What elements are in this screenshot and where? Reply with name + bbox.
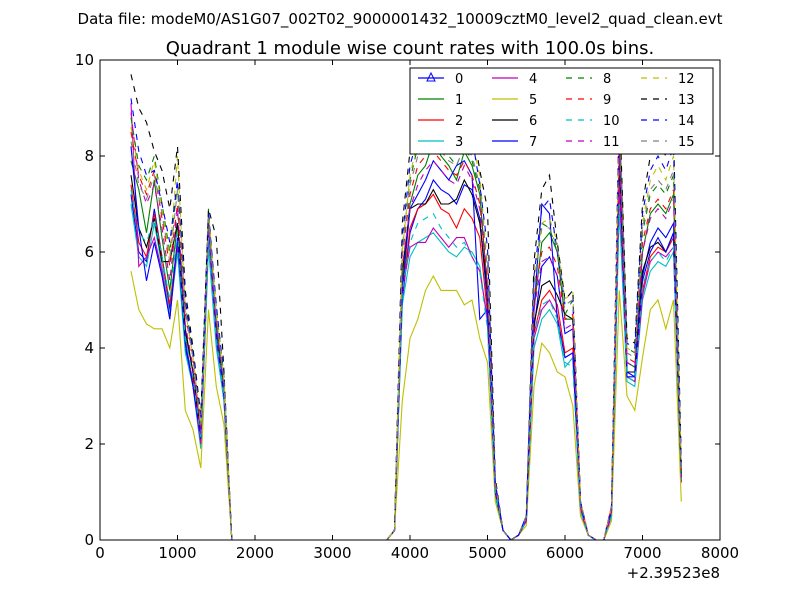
legend-label-9: 9 <box>603 93 611 108</box>
legend-marker-0 <box>426 71 436 82</box>
x-tick-label: 0 <box>95 544 105 562</box>
y-tick-label: 4 <box>84 339 94 357</box>
series-line-8 <box>130 117 682 540</box>
legend-label-4: 4 <box>529 72 537 87</box>
series-line-4 <box>130 103 682 540</box>
legend-label-13: 13 <box>678 93 695 108</box>
series-line-5 <box>130 271 682 540</box>
x-tick-label: 8000 <box>701 544 739 562</box>
x-tick-label: 7000 <box>623 544 661 562</box>
legend-frame <box>409 67 714 155</box>
y-tick-label: 8 <box>84 147 94 165</box>
figure-suptitle: Data file: modeM0/AS1G07_002T02_90000014… <box>78 10 723 29</box>
x-tick-label: 1000 <box>158 544 196 562</box>
legend-label-10: 10 <box>603 114 620 129</box>
series-line-15 <box>130 107 682 540</box>
y-tick-label: 6 <box>84 243 94 261</box>
y-tick-label: 2 <box>84 435 94 453</box>
chart-title: Quadrant 1 module wise count rates with … <box>166 38 655 59</box>
legend-label-2: 2 <box>455 114 463 129</box>
legend-label-14: 14 <box>678 114 695 129</box>
legend-label-8: 8 <box>603 72 611 87</box>
legend-label-3: 3 <box>455 135 463 150</box>
y-tick-label: 0 <box>84 531 94 549</box>
legend-label-1: 1 <box>455 93 463 108</box>
legend-label-15: 15 <box>678 135 695 150</box>
series-line-9 <box>130 131 682 540</box>
x-tick-label: 5000 <box>468 544 506 562</box>
legend-label-0: 0 <box>455 72 463 87</box>
x-axis: 0 1000 2000 3000 4000 5000 6000 7000 8000 <box>95 60 739 562</box>
x-offset-label: +2.39523e8 <box>627 564 720 582</box>
x-tick-label: 4000 <box>391 544 429 562</box>
x-tick-label: 2000 <box>236 544 274 562</box>
series-line-12 <box>130 116 682 540</box>
series-layer <box>130 74 682 540</box>
series-line-11 <box>130 112 682 540</box>
legend-label-5: 5 <box>529 93 537 108</box>
legend-label-6: 6 <box>529 114 537 129</box>
x-tick-label: 6000 <box>546 544 584 562</box>
x-tick-label: 3000 <box>313 544 351 562</box>
legend-label-7: 7 <box>529 135 537 150</box>
y-tick-label: 10 <box>75 51 94 69</box>
series-line-1 <box>130 140 682 540</box>
legend-label-12: 12 <box>678 72 695 87</box>
series-line-7 <box>130 141 682 540</box>
series-line-10 <box>130 189 682 540</box>
legend-label-11: 11 <box>603 135 620 150</box>
